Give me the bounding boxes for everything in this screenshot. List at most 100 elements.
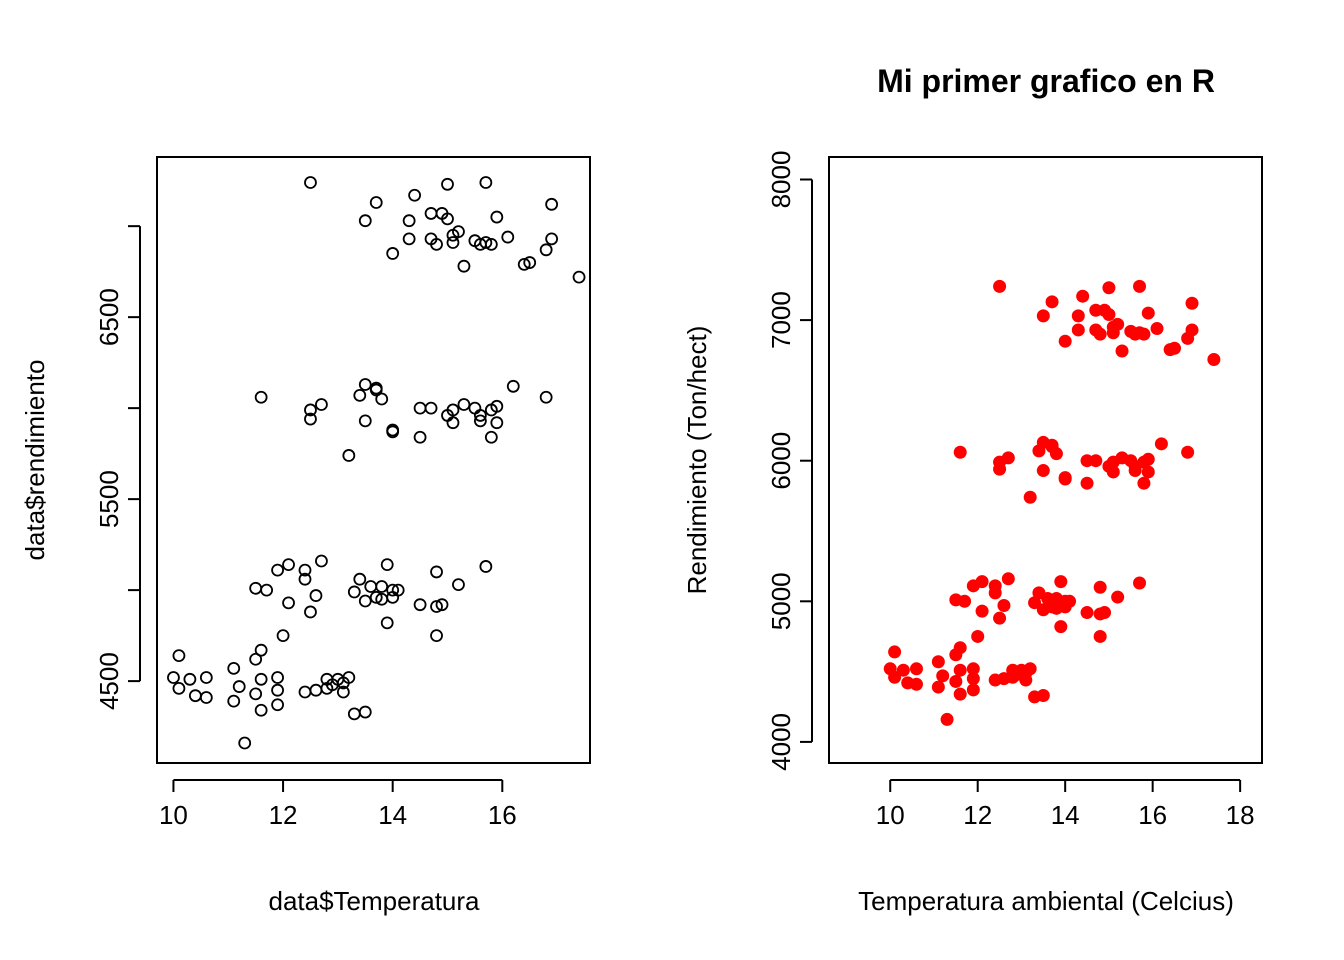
data-point (517, 257, 531, 271)
data-point (1089, 454, 1103, 468)
data-point (167, 671, 180, 684)
data-point (342, 449, 356, 462)
data-point (199, 671, 213, 684)
data-point (369, 381, 383, 395)
data-point (1137, 327, 1151, 341)
data-point (1054, 620, 1068, 634)
data-point (1080, 606, 1094, 620)
data-point (172, 681, 186, 695)
data-point (452, 225, 465, 239)
data-point (1168, 341, 1182, 355)
data-point (1023, 662, 1037, 676)
data-point (402, 232, 416, 246)
data-point (1207, 352, 1221, 366)
data-point (188, 689, 202, 703)
data-point (479, 560, 493, 573)
data-point (408, 188, 422, 202)
data-point (909, 677, 923, 691)
data-point (457, 259, 471, 273)
data-point (227, 661, 241, 675)
data-point (1071, 323, 1085, 337)
data-point (452, 578, 465, 592)
data-point (358, 214, 372, 228)
data-point (1093, 629, 1107, 643)
data-point (1001, 572, 1015, 586)
data-point (430, 600, 443, 613)
data-point (336, 685, 350, 699)
data-point (298, 685, 312, 699)
data-point (1058, 334, 1072, 348)
data-point (364, 580, 378, 593)
left-scatter-panel: 10 12 14 16 4500 5500 6500 data$Temperatura d… (20, 156, 591, 916)
data-point (501, 230, 515, 244)
data-point (386, 247, 400, 260)
data-point (1133, 279, 1147, 293)
data-point (249, 652, 263, 666)
data-point (997, 599, 1011, 613)
data-point (358, 378, 372, 391)
data-points (167, 176, 586, 750)
data-point (1019, 673, 1033, 687)
data-point (298, 572, 312, 586)
data-point (304, 412, 317, 426)
data-point (1133, 576, 1147, 590)
data-point (1049, 447, 1063, 461)
y-tick-label: 5000 (766, 572, 796, 630)
data-point (375, 392, 389, 406)
data-point (479, 236, 493, 249)
data-point (446, 236, 460, 249)
data-point (1137, 455, 1151, 469)
data-point (1032, 444, 1046, 458)
data-point (1036, 309, 1050, 323)
data-point (380, 558, 394, 572)
data-point (1154, 437, 1168, 451)
data-point (353, 572, 367, 586)
data-point (369, 196, 383, 209)
data-point (276, 629, 290, 643)
data-point (966, 662, 980, 676)
x-axis: 10 12 14 16 18 (876, 779, 1255, 830)
data-point (1093, 580, 1107, 594)
data-point (172, 649, 186, 663)
data-point (1137, 476, 1151, 490)
data-point (1058, 472, 1072, 486)
data-point (457, 398, 471, 411)
data-point (1036, 464, 1050, 478)
data-point (888, 645, 902, 659)
data-point (966, 672, 980, 686)
data-point (468, 401, 482, 415)
data-point (1054, 575, 1068, 589)
data-point (1076, 289, 1090, 303)
data-point (1181, 331, 1195, 345)
data-point (1185, 296, 1199, 310)
data-point (1080, 476, 1094, 490)
data-point (441, 212, 454, 226)
data-point (931, 680, 945, 694)
data-point (430, 237, 443, 251)
data-point (441, 177, 454, 191)
data-point (430, 629, 443, 643)
data-point (484, 237, 498, 251)
data-point (545, 232, 559, 246)
data-point (473, 414, 487, 428)
data-point (309, 683, 323, 697)
x-tick-label: 14 (378, 800, 407, 830)
data-point (1141, 306, 1155, 320)
data-point (446, 416, 460, 430)
x-tick-label: 14 (1051, 800, 1080, 830)
data-point (304, 605, 317, 619)
data-point (940, 712, 954, 726)
data-points (883, 279, 1221, 726)
data-point (490, 210, 504, 224)
data-point (413, 430, 427, 444)
data-point (347, 585, 361, 599)
data-point (347, 707, 361, 721)
data-point (539, 243, 553, 257)
x-tick-label: 12 (269, 800, 298, 830)
x-axis-title: Temperatura ambiental (Celcius) (858, 886, 1234, 916)
data-point (473, 409, 487, 422)
data-point (1028, 596, 1042, 610)
data-point (1181, 445, 1195, 459)
data-point (993, 462, 1007, 476)
data-point (545, 197, 559, 211)
